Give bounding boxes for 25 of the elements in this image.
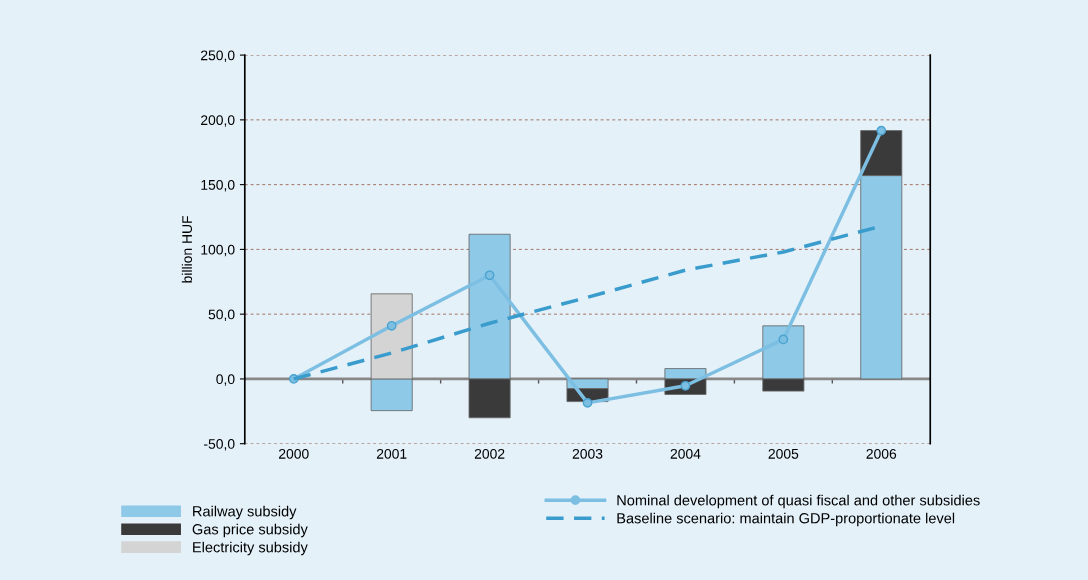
x-tick-label: 2000 [279,448,309,459]
x-tick-label: 2006 [866,448,897,459]
point [484,270,495,281]
y-tick-label: 100,0 [201,244,235,257]
x-tick-label: 2003 [572,448,603,459]
x-tick-label: 2005 [768,448,799,459]
legend-label: Baseline scenario: maintain GDP-proportionate level [617,512,955,527]
legend-label: Gas price subsidy [192,523,308,538]
y-tick-label: 50,0 [208,309,235,321]
legend-label: Nominal development of quasi fiscal and other subsidies [617,494,980,509]
y-tick-label: 200,0 [201,115,235,127]
point [582,398,593,408]
legend-label: Railway subsidy [193,505,297,520]
point [876,125,887,136]
y-tick-label: 250,0 [201,50,235,62]
x-tick-label: 2004 [670,448,701,459]
x-tick-label: 2002 [474,448,505,459]
y-tick-label: -50,0 [204,439,235,451]
y-tick-label: 0,0 [216,374,235,386]
point [386,320,397,331]
y-tick-label: 150,0 [201,179,235,192]
x-tick-label: 2001 [376,448,407,459]
point [778,334,789,345]
y-axis-title: billion HUF [181,216,193,283]
legend-label: Electricity subsidy [193,541,308,556]
